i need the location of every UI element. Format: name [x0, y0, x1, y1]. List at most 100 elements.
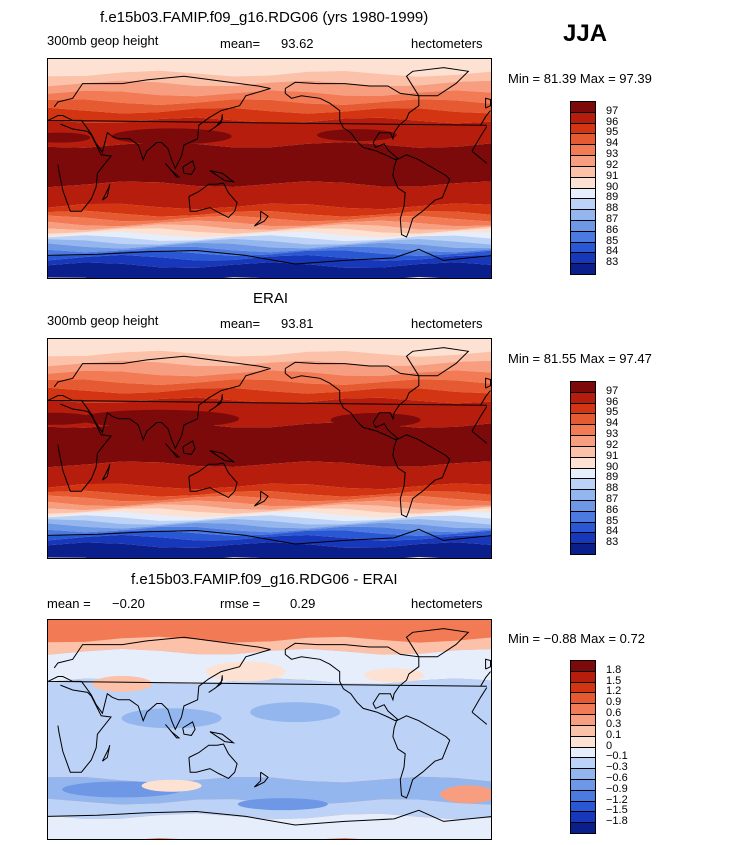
colorbar-tick-label: 0.9: [606, 696, 622, 709]
contour-band: [48, 495, 491, 507]
contour-band: [48, 534, 491, 548]
coastline: [284, 81, 420, 161]
contour-blob: [330, 413, 421, 428]
colorbar-tick-label: 83: [606, 256, 619, 269]
contour-band: [48, 422, 491, 468]
colorbar-swatch: [570, 263, 596, 275]
colorbar-tick-label: 96: [606, 395, 619, 408]
colorbar-tick-label: −0.6: [606, 771, 628, 784]
contour-blob: [92, 675, 153, 692]
colorbar-tick-label: 89: [606, 471, 619, 484]
coastline: [209, 731, 236, 744]
contour-blob: [121, 708, 222, 729]
colorbar-tick-label: 84: [606, 525, 619, 538]
colorbar-tick-label: 90: [606, 460, 619, 473]
colorbar-tick-label: 93: [606, 148, 619, 161]
contour-band: [48, 228, 491, 238]
panel2-mean-label: mean=: [220, 316, 261, 331]
contour-band: [48, 107, 491, 124]
coastline: [188, 462, 238, 499]
contour-band: [48, 235, 491, 245]
colorbar-tick-label: 0: [606, 739, 613, 752]
coastline: [188, 743, 238, 780]
coastline: [48, 528, 491, 545]
panel2-map: [47, 338, 492, 559]
contour-band: [48, 678, 491, 783]
panel2-variable: 300mb geop height: [47, 313, 159, 328]
coastline: [405, 67, 470, 97]
coastline: [405, 628, 470, 658]
panel3-rmse-label: rmse =: [220, 596, 261, 611]
contour-band: [48, 142, 491, 188]
coastline: [209, 450, 236, 463]
contour-band: [48, 522, 491, 533]
contour-blob: [48, 132, 91, 143]
colorbar-swatch: [570, 543, 596, 555]
contour-blob: [79, 409, 240, 428]
coastlines: [48, 628, 491, 826]
contour-band: [48, 224, 491, 234]
contour-band: [48, 215, 491, 227]
coastline: [48, 636, 491, 731]
coastline: [254, 490, 269, 507]
colorbar-tick-label: 97: [606, 384, 619, 397]
colorbar-tick-label: −1.8: [606, 815, 628, 828]
coastline: [182, 721, 196, 736]
colorbar-tick-label: 95: [606, 126, 619, 139]
contour-blob: [317, 129, 398, 142]
contour-band: [48, 515, 491, 525]
contour-band: [48, 387, 491, 404]
panel1-units: hectometers: [411, 36, 483, 51]
coastline: [48, 355, 491, 450]
contour-band: [48, 511, 491, 522]
coastline: [48, 75, 491, 170]
colorbar-tick-label: −1.5: [606, 804, 628, 817]
contour-band: [48, 636, 491, 655]
panel2-mean-value: 93.81: [281, 316, 314, 331]
colorbar-tick-label: 92: [606, 158, 619, 171]
colorbar-tick-label: 90: [606, 180, 619, 193]
colorbar-tick-label: 91: [606, 449, 619, 462]
panel2-minmax: Min = 81.55 Max = 97.47: [508, 351, 652, 366]
contour-band: [48, 90, 491, 105]
coastline: [254, 771, 269, 788]
coastline: [284, 361, 420, 441]
colorbar-tick-label: 88: [606, 482, 619, 495]
colorbar-tick-label: 97: [606, 104, 619, 117]
coastlines: [48, 67, 491, 265]
contour-band: [48, 262, 491, 278]
coastline: [485, 377, 491, 389]
coastline: [485, 97, 491, 109]
panel1-variable: 300mb geop height: [47, 33, 159, 48]
coastline: [165, 443, 181, 458]
contour-band: [48, 210, 491, 222]
contour-band: [48, 620, 491, 643]
contour-band: [48, 339, 491, 357]
panel2-colorbar: [570, 381, 596, 555]
coastline: [182, 440, 196, 455]
contour-band: [48, 379, 491, 394]
panel3-mean-value: −0.20: [112, 596, 145, 611]
colorbar-tick-label: 85: [606, 234, 619, 247]
coastline: [208, 394, 223, 412]
contour-band: [48, 542, 491, 558]
coastline: [165, 163, 181, 178]
colorbar-tick-label: 0.1: [606, 728, 622, 741]
colorbar-tick-label: 94: [606, 137, 619, 150]
colorbar-tick-label: −0.1: [606, 750, 628, 763]
contour-band: [48, 242, 491, 253]
contour-band: [48, 508, 491, 518]
panel1-mean-label: mean=: [220, 36, 261, 51]
contour-band: [48, 483, 491, 497]
coastline: [48, 248, 491, 265]
colorbar-tick-label: 91: [606, 169, 619, 182]
coastline: [57, 123, 488, 212]
colorbar-tick-label: 84: [606, 245, 619, 258]
colorbar-tick-label: 93: [606, 428, 619, 441]
panel3-rmse-value: 0.29: [290, 596, 316, 611]
contour-band: [48, 203, 491, 217]
coastline: [392, 154, 451, 238]
contour-band: [48, 59, 491, 77]
contour-blob: [440, 785, 491, 804]
coastline: [392, 715, 451, 799]
